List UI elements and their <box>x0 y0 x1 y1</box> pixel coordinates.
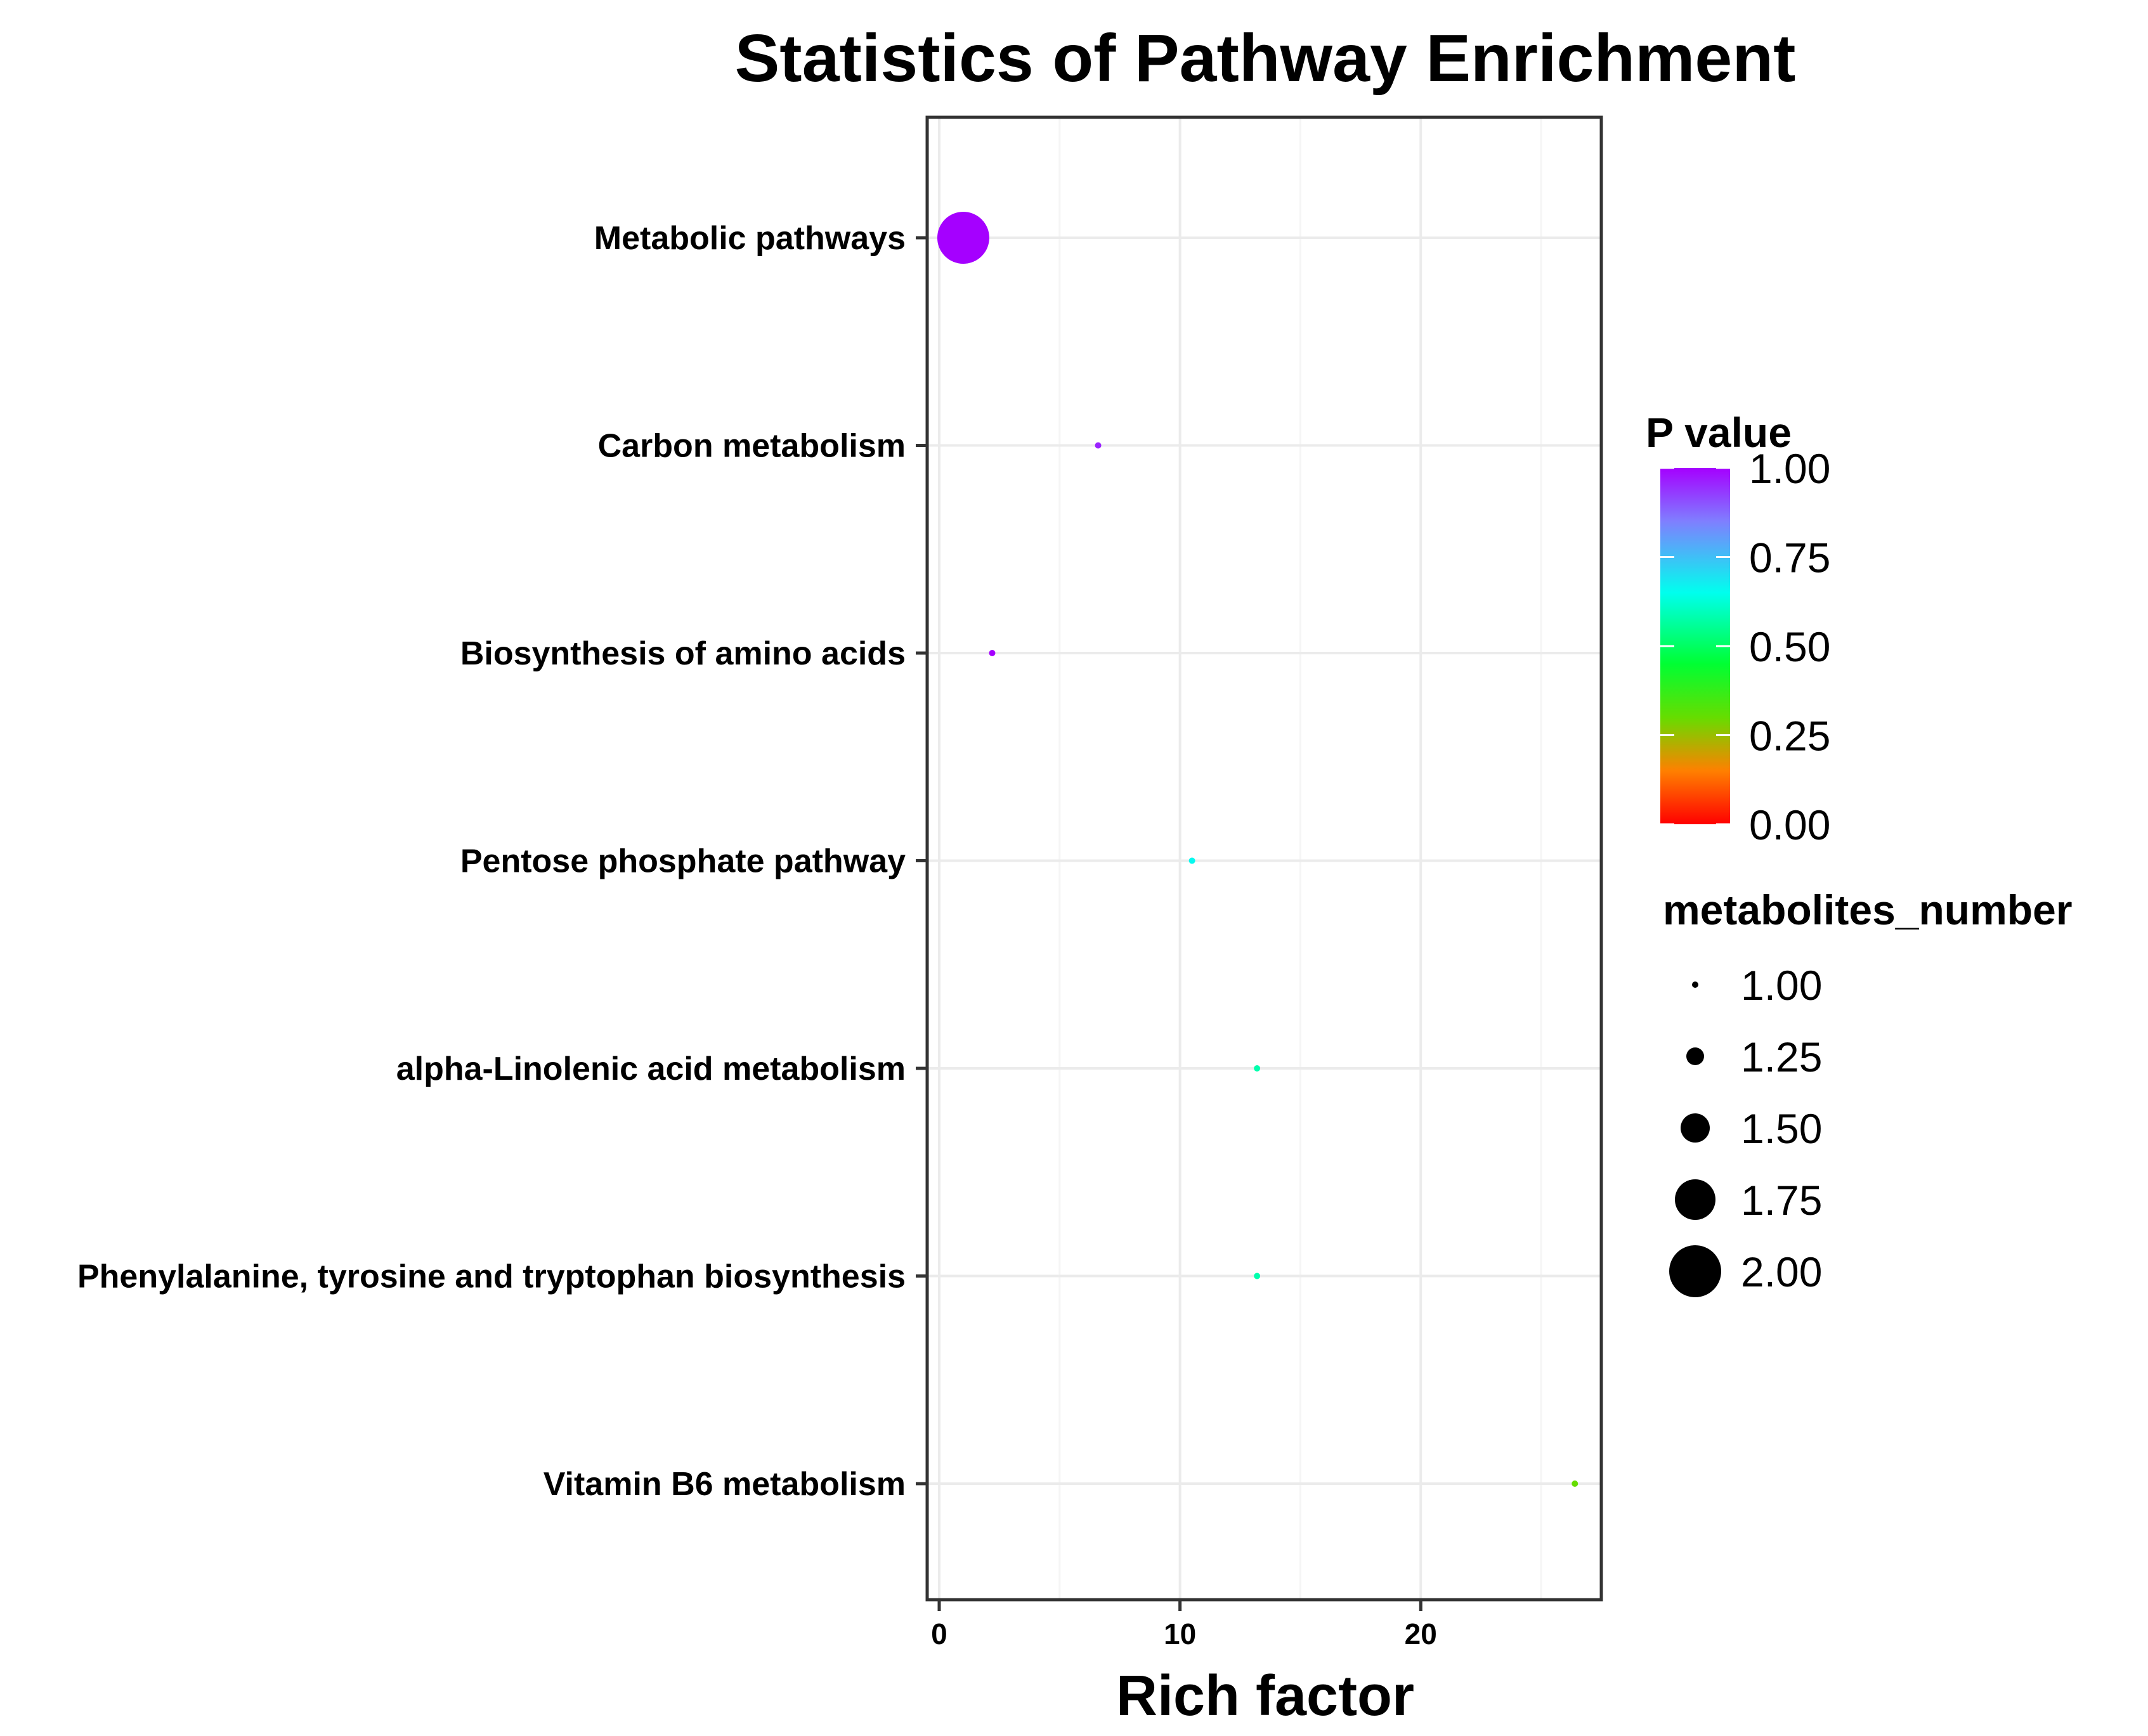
x-tick-label: 0 <box>931 1617 947 1650</box>
legend-metabolites-title: metabolites_number <box>1663 886 2073 933</box>
y-tick-label: Metabolic pathways <box>594 220 906 257</box>
legend-size-key <box>1681 1113 1710 1143</box>
legend-size-key <box>1669 1245 1721 1297</box>
legend-color-label: 0.00 <box>1749 801 1830 848</box>
chart-title: Statistics of Pathway Enrichment <box>735 21 1796 96</box>
legend-size-label: 2.00 <box>1741 1248 1822 1295</box>
grid <box>927 117 1601 1600</box>
data-point <box>989 650 996 656</box>
legend-p-value: P value 1.00 0.75 0.50 0.25 0.00 <box>1646 409 1830 848</box>
y-tick-label: Pentose phosphate pathway <box>460 843 906 880</box>
legend-size-key <box>1692 981 1698 988</box>
x-axis-label: Rich factor <box>1116 1664 1414 1728</box>
x-axis: 0 10 20 <box>931 1600 1437 1650</box>
data-points <box>937 212 1578 1487</box>
data-point <box>1095 442 1102 449</box>
legend-color-label: 0.75 <box>1749 534 1830 581</box>
y-tick-label: Carbon metabolism <box>598 428 906 465</box>
legend-size-label: 1.25 <box>1741 1033 1822 1080</box>
legend-p-value-title: P value <box>1646 409 1792 456</box>
legend-size-key <box>1675 1179 1715 1220</box>
legend-color-label: 0.50 <box>1749 623 1830 670</box>
x-tick-label: 20 <box>1405 1617 1437 1650</box>
data-point <box>1254 1273 1261 1279</box>
data-point <box>1188 857 1195 864</box>
y-tick-label: Biosynthesis of amino acids <box>460 635 906 672</box>
legend-size-label: 1.75 <box>1741 1177 1822 1224</box>
y-tick-label: Vitamin B6 metabolism <box>544 1466 906 1503</box>
x-tick-label: 10 <box>1164 1617 1196 1650</box>
legend-color-label: 1.00 <box>1749 445 1830 492</box>
y-axis: Metabolic pathways Carbon metabolism Biosy… <box>77 220 927 1503</box>
y-tick-label: Phenylalanine, tyrosine and tryptophan b… <box>77 1259 906 1295</box>
legend-metabolites-number: metabolites_number 1.00 1.25 1.50 1.75 2.00 <box>1663 886 2073 1297</box>
legend-size-label: 1.50 <box>1741 1105 1822 1152</box>
legend-size-key <box>1686 1047 1704 1065</box>
y-tick-label: alpha-Linolenic acid metabolism <box>396 1051 906 1087</box>
legend-size-label: 1.00 <box>1741 962 1822 1009</box>
legend-color-label: 0.25 <box>1749 713 1830 760</box>
data-point <box>937 212 989 264</box>
data-point <box>1572 1480 1578 1487</box>
panel-border <box>925 115 1603 1602</box>
data-point <box>1254 1065 1261 1072</box>
